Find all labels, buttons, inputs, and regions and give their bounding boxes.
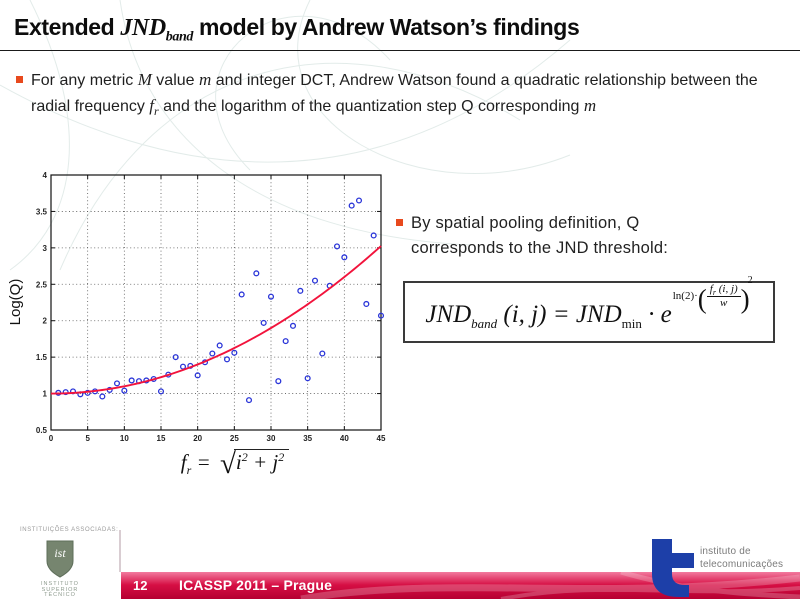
svg-text:35: 35 [303, 434, 312, 443]
fr-f: f [180, 450, 187, 474]
scatter-plot-svg: 0 5 10 15 20 25 30 35 40 45 0.5 1 1.5 2 2.5 3 3.5 4 [36, 171, 386, 443]
bullet-1: For any metric M value m and integer DCT… [16, 68, 780, 123]
svg-text:10: 10 [120, 434, 129, 443]
title-jnd-sub: band [165, 29, 194, 45]
svg-text:2: 2 [43, 317, 48, 326]
title-suffix: model by Andrew Watson’s findings [192, 14, 580, 40]
band-swoosh-ornament [300, 572, 800, 599]
svg-text:0: 0 [49, 434, 54, 443]
bullet-2: By spatial pooling definition, Q corresp… [396, 211, 766, 261]
ist-shield-logo: ist [46, 540, 74, 578]
bullet-square-icon [16, 76, 23, 83]
svg-text:45: 45 [377, 434, 386, 443]
title-underline [0, 50, 800, 51]
svg-text:25: 25 [230, 434, 239, 443]
associated-institutions-label: INSTITUIÇÕES ASSOCIADAS: [20, 527, 119, 533]
title-prefix: Extended [14, 14, 121, 40]
svg-text:1: 1 [43, 390, 48, 399]
svg-text:30: 30 [267, 434, 276, 443]
slide-title: Extended JNDband model by Andrew Watson’… [14, 14, 794, 46]
svg-text:15: 15 [157, 434, 166, 443]
svg-text:3: 3 [43, 244, 48, 253]
it-logo-t [652, 539, 694, 597]
footer-divider [119, 530, 121, 572]
bullet1-text: For any metric M value m and integer DCT… [31, 70, 758, 118]
it-logo-text: instituto de telecomunicações [700, 546, 784, 570]
svg-text:4: 4 [43, 171, 48, 180]
it-logo-i-dot [628, 567, 650, 591]
fr-equals: = [196, 450, 211, 474]
svg-text:20: 20 [193, 434, 202, 443]
svg-text:2.5: 2.5 [36, 280, 48, 289]
equation-exponent: ln(2)·(fr (i, j) w)2 [672, 275, 753, 314]
fr-formula: fr = √i2 + j2 [140, 448, 330, 481]
it-logo-mark [628, 539, 694, 597]
bullet2-text: By spatial pooling definition, Q corresp… [411, 214, 668, 257]
svg-text:1.5: 1.5 [36, 353, 48, 362]
svg-text:40: 40 [340, 434, 349, 443]
svg-text:3.5: 3.5 [36, 207, 48, 216]
jnd-equation-box: JNDband (i, j) = JNDmin · e ln(2)·(fr (i,… [403, 275, 775, 343]
radical-sign: √ [219, 448, 236, 480]
conference-label: ICASSP 2011 – Prague [179, 577, 333, 593]
scatter-plot: Log(Q) 0 5 10 15 20 25 30 35 40 45 0.5 1 1.5 2 2.5 3 3.5… [0, 168, 390, 450]
equation-main: JNDband (i, j) = JNDmin · e [425, 300, 672, 331]
ist-name-lines: INSTITUTO SUPERIOR TÉCNICO [41, 581, 79, 598]
it-telecom-logo: instituto de telecomunicações [628, 537, 800, 599]
svg-text:5: 5 [85, 434, 90, 443]
svg-text:0.5: 0.5 [36, 426, 48, 435]
ist-monogram: ist [54, 546, 66, 560]
bullet-square-icon [396, 219, 403, 226]
title-jnd: JND [120, 15, 166, 41]
fr-radicand: i2 + j2 [233, 449, 290, 475]
y-axis-label: Log(Q) [7, 278, 24, 326]
fr-sub: r [186, 463, 192, 478]
page-number: 12 [133, 578, 148, 593]
